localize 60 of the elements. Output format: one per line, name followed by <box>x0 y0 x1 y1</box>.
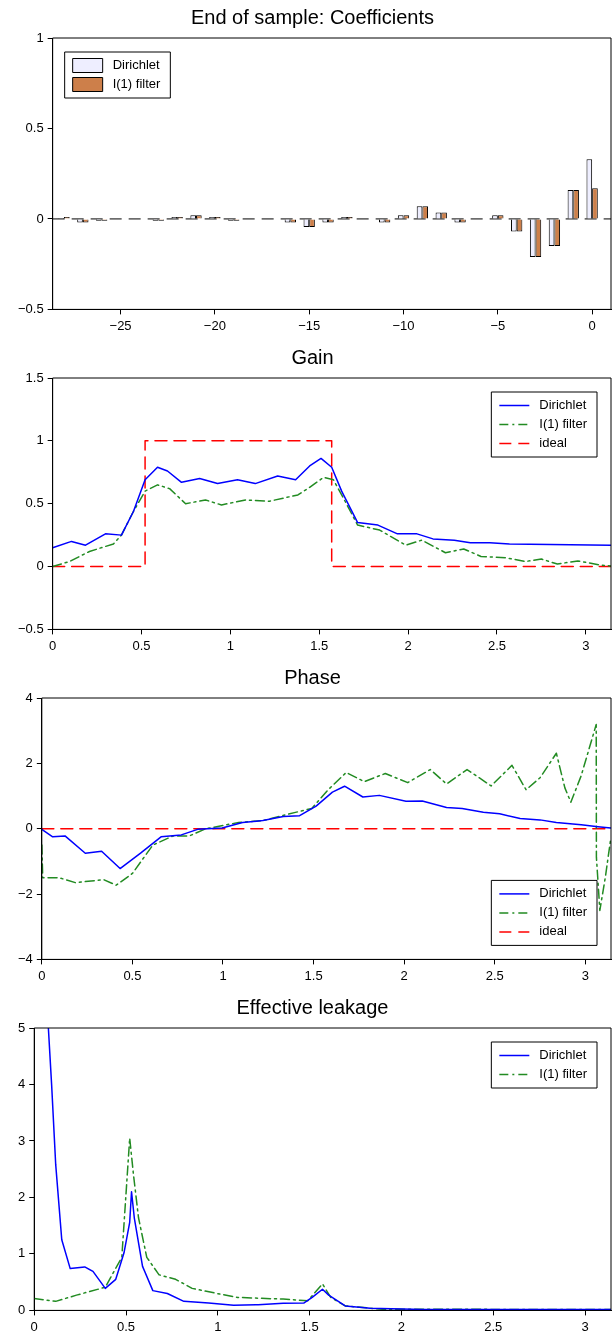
y-tick-label: 4 <box>18 1076 26 1092</box>
y-tick-label: 1 <box>18 1245 26 1261</box>
x-tick-label: 0 <box>49 637 57 653</box>
legend-label: I(1) filter <box>539 904 588 920</box>
y-tick-label: 0.5 <box>25 495 44 511</box>
x-tick-label: −25 <box>109 317 132 333</box>
x-tick-label: 2.5 <box>484 1318 503 1334</box>
legend-label: Dirichlet <box>539 397 587 413</box>
legend-label: I(1) filter <box>112 76 162 92</box>
y-tick-label: 0.5 <box>25 120 44 136</box>
legend-label: Dirichlet <box>539 885 587 901</box>
x-tick-label: 3 <box>581 1318 589 1334</box>
x-tick-label: 1 <box>226 637 234 653</box>
y-tick-label: −0.5 <box>17 620 44 636</box>
y-tick-label: 0 <box>25 820 33 836</box>
chart-title: Phase <box>284 665 341 688</box>
legend-label: I(1) filter <box>539 1066 588 1082</box>
y-tick-label: 5 <box>18 1019 26 1035</box>
x-tick-label: 3 <box>582 637 590 653</box>
y-tick-label: 3 <box>18 1132 26 1148</box>
x-tick-label: 2 <box>400 967 408 983</box>
y-tick-label: 1 <box>36 432 44 448</box>
y-tick-label: 0 <box>36 210 44 226</box>
legend-label: ideal <box>539 435 567 451</box>
x-tick-label: 2.5 <box>485 967 504 983</box>
y-tick-label: 1 <box>36 29 44 45</box>
x-tick-label: 2 <box>404 637 412 653</box>
x-tick-label: 1.5 <box>310 637 329 653</box>
y-tick-label: 0 <box>36 558 44 574</box>
x-tick-label: 1.5 <box>304 967 323 983</box>
legend-label: Dirichlet <box>539 1047 587 1063</box>
y-tick-label: 2 <box>18 1189 26 1205</box>
line-series <box>52 476 611 568</box>
x-tick-label: −10 <box>392 317 415 333</box>
x-tick-label: 2.5 <box>487 637 507 653</box>
chart-title: End of sample: Coefficients <box>190 5 435 28</box>
x-tick-label: 0.5 <box>123 967 142 983</box>
x-tick-label: 1.5 <box>300 1318 319 1334</box>
chart-title: Effective leakage <box>236 995 389 1018</box>
x-tick-label: −20 <box>203 317 226 333</box>
legend-label: Dirichlet <box>112 57 161 73</box>
x-tick-label: 3 <box>581 967 589 983</box>
x-tick-label: 0.5 <box>132 637 151 653</box>
x-tick-label: 0.5 <box>116 1318 136 1334</box>
legend-label: ideal <box>539 923 567 939</box>
y-tick-label: −2 <box>17 885 33 901</box>
chart-title: Gain <box>291 345 334 368</box>
x-tick-label: 2 <box>397 1318 406 1334</box>
x-tick-label: 1 <box>214 1318 222 1334</box>
x-tick-label: −5 <box>490 317 506 333</box>
y-tick-label: 2 <box>25 754 33 770</box>
y-tick-label: −4 <box>17 950 33 966</box>
legend-label: I(1) filter <box>539 416 588 432</box>
y-tick-label: 1.5 <box>25 369 44 385</box>
x-tick-label: 0 <box>588 317 596 333</box>
x-tick-label: −15 <box>298 317 321 333</box>
y-tick-label: 4 <box>25 689 33 705</box>
y-tick-label: 0 <box>18 1301 26 1317</box>
x-tick-label: 1 <box>219 967 227 983</box>
y-tick-label: −0.5 <box>17 300 44 316</box>
